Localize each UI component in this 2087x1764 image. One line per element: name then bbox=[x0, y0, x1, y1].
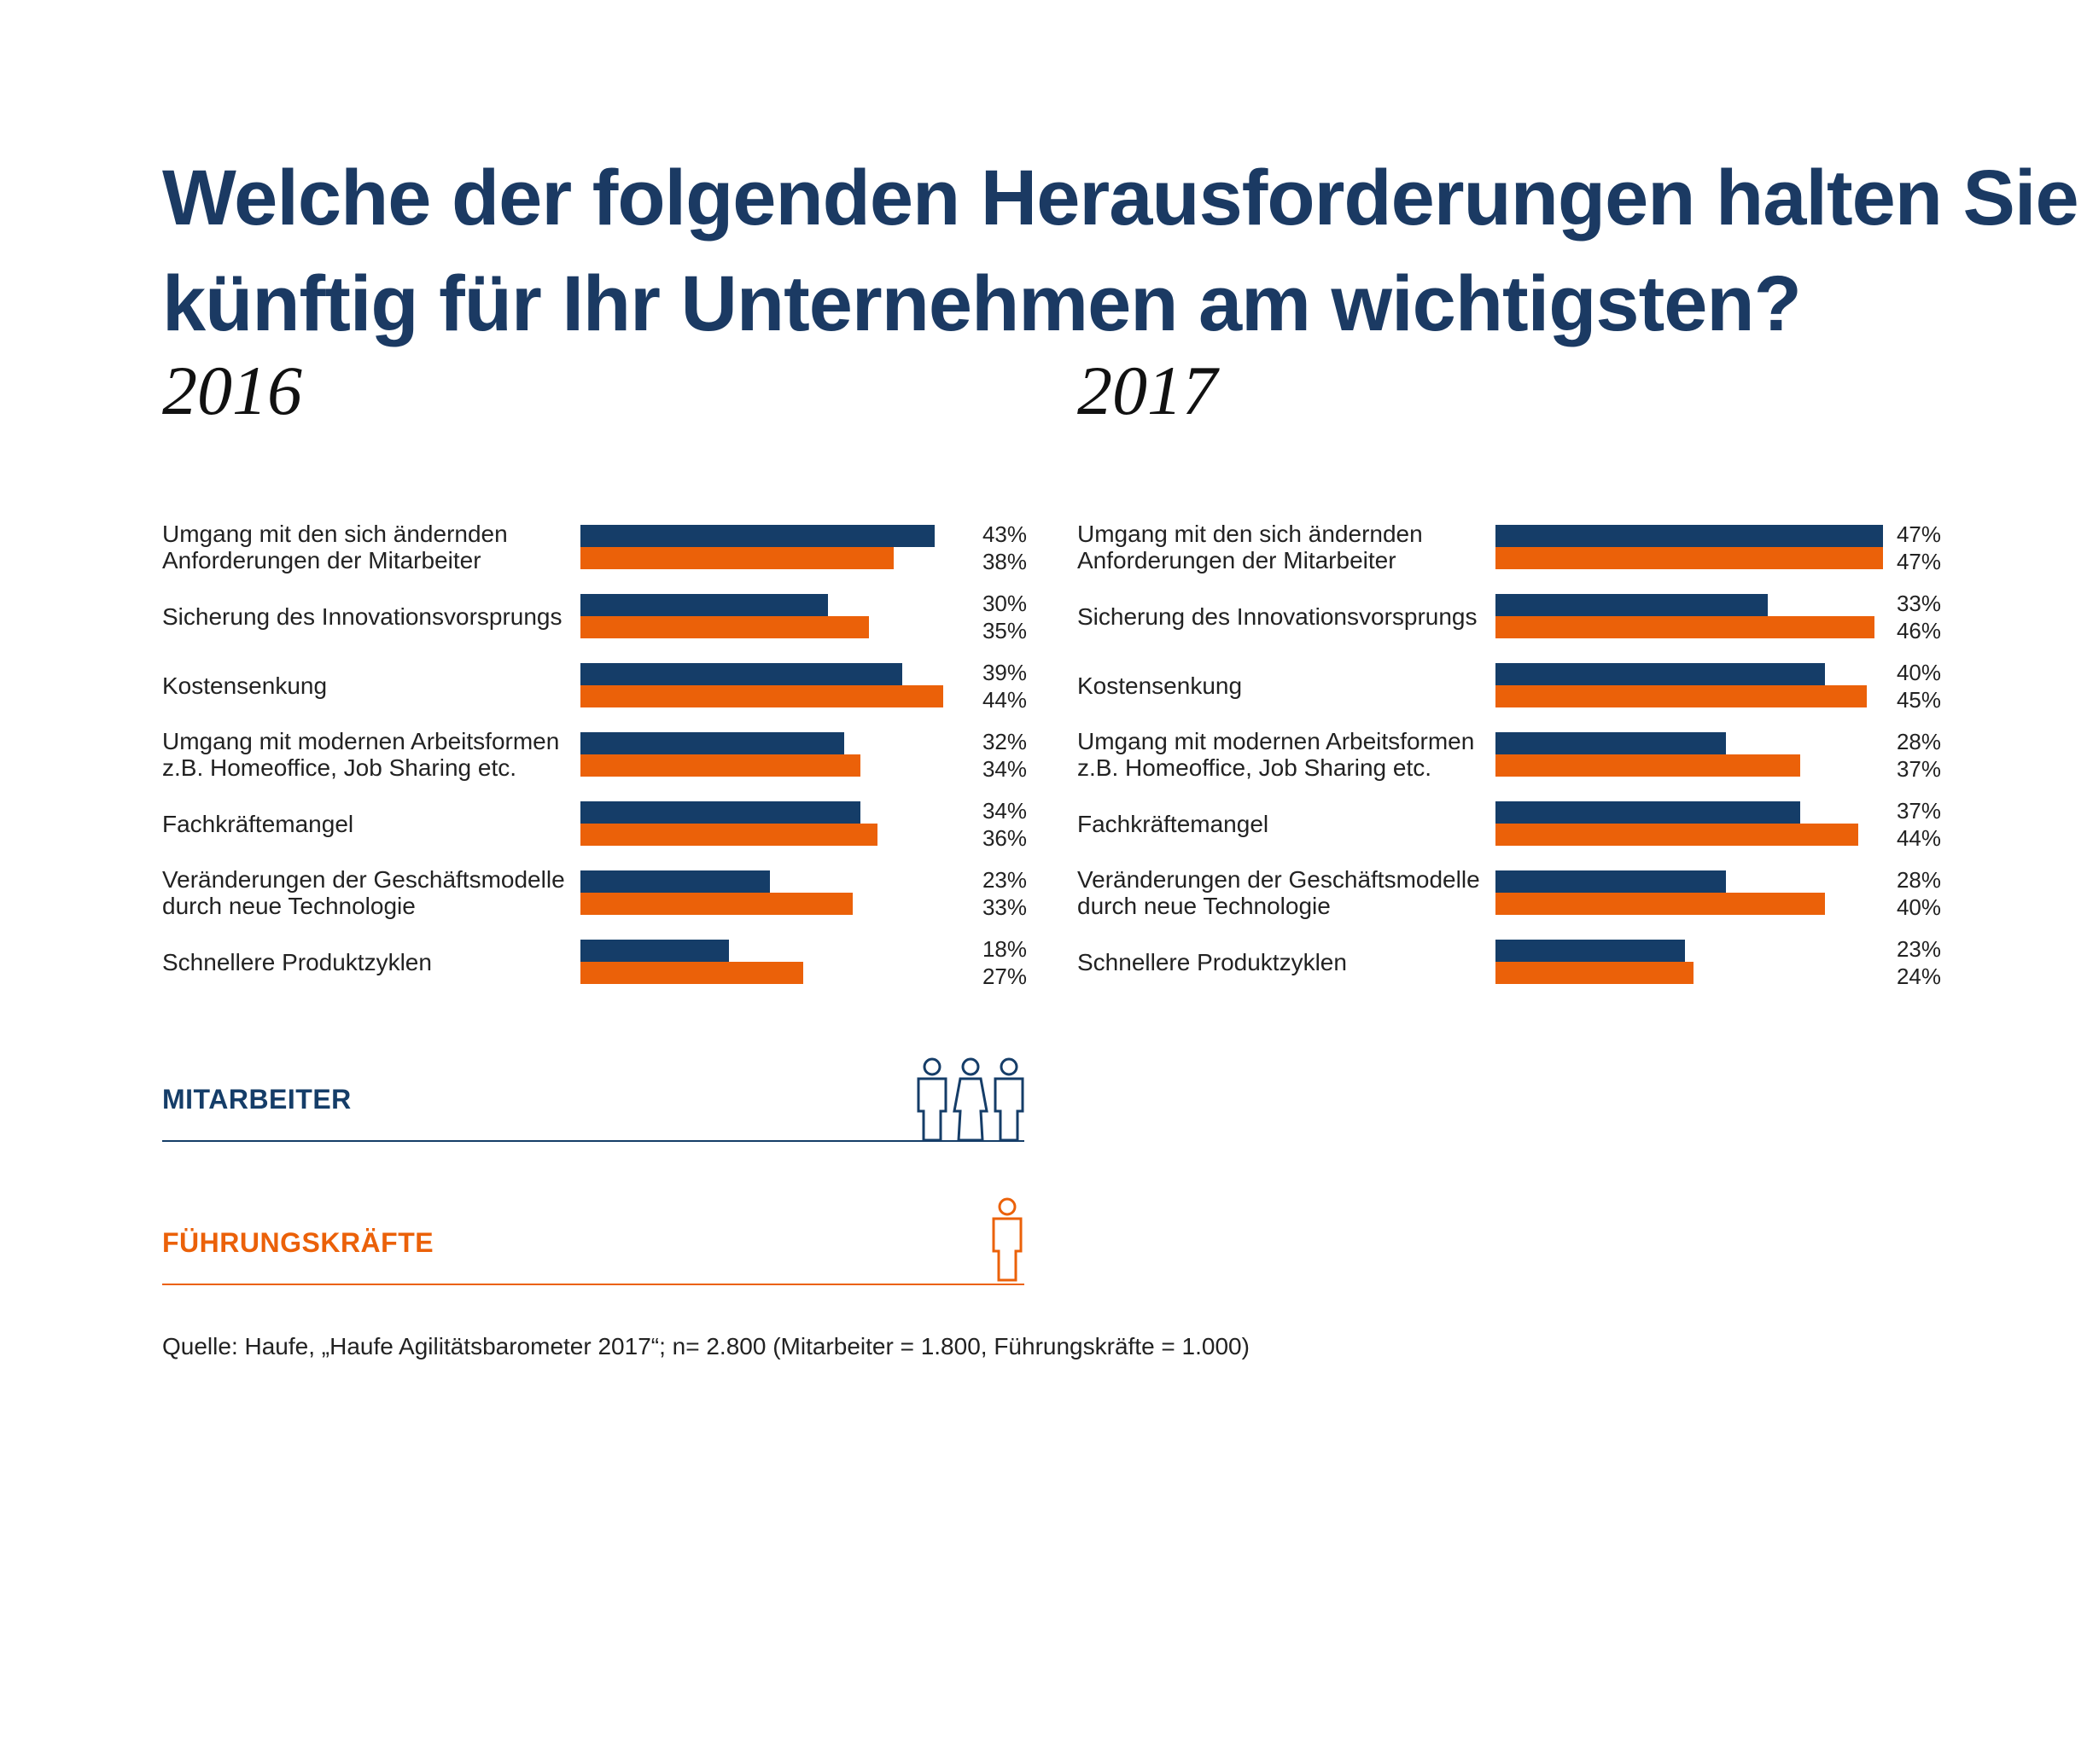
bar-2016-fuehrungskraefte-4 bbox=[580, 754, 860, 777]
three-people-icon bbox=[917, 1057, 1024, 1142]
value-label-2017-mitarbeiter-5: 37% bbox=[1896, 798, 1941, 824]
bar-2016-fuehrungskraefte-5 bbox=[580, 824, 877, 846]
value-label-2017-fuehrungskraefte-4: 37% bbox=[1896, 756, 1941, 782]
bar-2017-fuehrungskraefte-3 bbox=[1495, 685, 1867, 707]
value-label-2016-fuehrungskraefte-6: 33% bbox=[982, 894, 1027, 920]
bar-2016-fuehrungskraefte-1 bbox=[580, 547, 894, 569]
category-label-2017-5: Fachkräftemangel bbox=[1077, 810, 1269, 837]
category-label-2016-1: Umgang mit den sich ändernden Anforderung… bbox=[162, 521, 508, 573]
bar-2016-fuehrungskraefte-2 bbox=[580, 616, 869, 638]
bar-2016-mitarbeiter-1 bbox=[580, 525, 935, 547]
legend-mitarbeiter-label: MITARBEITER bbox=[162, 1084, 352, 1115]
value-label-2017-mitarbeiter-2: 33% bbox=[1896, 591, 1941, 616]
value-label-2017-fuehrungskraefte-2: 46% bbox=[1896, 618, 1941, 643]
value-label-2016-mitarbeiter-4: 32% bbox=[982, 729, 1027, 754]
category-label-2017-3: Kostensenkung bbox=[1077, 672, 1243, 699]
bar-2017-mitarbeiter-6 bbox=[1495, 870, 1726, 893]
value-label-2016-fuehrungskraefte-1: 38% bbox=[982, 549, 1027, 574]
category-label-2017-4: Umgang mit modernen Arbeitsformen z.B. Ho… bbox=[1077, 728, 1475, 781]
value-label-2016-fuehrungskraefte-7: 27% bbox=[982, 964, 1027, 989]
value-label-2016-fuehrungskraefte-4: 34% bbox=[982, 756, 1027, 782]
bar-2017-fuehrungskraefte-5 bbox=[1495, 824, 1858, 846]
value-label-2016-mitarbeiter-1: 43% bbox=[982, 521, 1027, 547]
bar-2016-mitarbeiter-7 bbox=[580, 940, 729, 962]
page-title: Welche der folgenden Herausforderungen h… bbox=[162, 145, 2079, 357]
category-label-2016-6: Veränderungen der Geschäftsmodelle durch … bbox=[162, 866, 565, 919]
bar-2016-mitarbeiter-5 bbox=[580, 801, 860, 824]
category-label-2017-2: Sicherung des Innovationsvorsprungs bbox=[1077, 603, 1478, 630]
bar-2017-fuehrungskraefte-4 bbox=[1495, 754, 1800, 777]
category-label-2017-7: Schnellere Produktzyklen bbox=[1077, 948, 1347, 975]
single-person-icon bbox=[992, 1197, 1023, 1282]
value-label-2017-fuehrungskraefte-7: 24% bbox=[1896, 964, 1941, 989]
category-label-2016-4: Umgang mit modernen Arbeitsformen z.B. Ho… bbox=[162, 728, 560, 781]
bar-2016-mitarbeiter-2 bbox=[580, 594, 828, 616]
legend-fuehrungskraefte-label: FÜHRUNGSKRÄFTE bbox=[162, 1227, 434, 1258]
value-label-2016-fuehrungskraefte-2: 35% bbox=[982, 618, 1027, 643]
category-label-2017-6: Veränderungen der Geschäftsmodelle durch … bbox=[1077, 866, 1480, 919]
value-label-2016-mitarbeiter-2: 30% bbox=[982, 591, 1027, 616]
bar-2017-mitarbeiter-4 bbox=[1495, 732, 1726, 754]
value-label-2017-fuehrungskraefte-5: 44% bbox=[1896, 825, 1941, 851]
value-label-2017-fuehrungskraefte-6: 40% bbox=[1896, 894, 1941, 920]
bar-2016-mitarbeiter-3 bbox=[580, 663, 902, 685]
value-label-2017-fuehrungskraefte-1: 47% bbox=[1896, 549, 1941, 574]
value-label-2016-mitarbeiter-7: 18% bbox=[982, 936, 1027, 962]
category-label-2017-1: Umgang mit den sich ändernden Anforderung… bbox=[1077, 521, 1423, 573]
value-label-2016-fuehrungskraefte-5: 36% bbox=[982, 825, 1027, 851]
bar-2017-mitarbeiter-3 bbox=[1495, 663, 1825, 685]
title-line-2: künftig für Ihr Unternehmen am wichtigst… bbox=[162, 260, 1802, 347]
bar-2016-fuehrungskraefte-6 bbox=[580, 893, 853, 915]
value-label-2016-fuehrungskraefte-3: 44% bbox=[982, 687, 1027, 713]
title-line-1: Welche der folgenden Herausforderungen h… bbox=[162, 154, 2079, 242]
bar-2016-fuehrungskraefte-7 bbox=[580, 962, 803, 984]
bar-2017-mitarbeiter-7 bbox=[1495, 940, 1685, 962]
bar-2017-fuehrungskraefte-7 bbox=[1495, 962, 1694, 984]
category-label-2016-7: Schnellere Produktzyklen bbox=[162, 948, 432, 975]
value-label-2016-mitarbeiter-6: 23% bbox=[982, 867, 1027, 893]
value-label-2017-mitarbeiter-7: 23% bbox=[1896, 936, 1941, 962]
bar-2016-mitarbeiter-4 bbox=[580, 732, 844, 754]
value-label-2017-mitarbeiter-1: 47% bbox=[1896, 521, 1941, 547]
bar-2017-fuehrungskraefte-1 bbox=[1495, 547, 1883, 569]
chart-title-2017: 2017 bbox=[1077, 352, 1217, 429]
bar-2017-fuehrungskraefte-2 bbox=[1495, 616, 1874, 638]
legend-mitarbeiter-line bbox=[162, 1140, 1024, 1142]
bar-2017-mitarbeiter-2 bbox=[1495, 594, 1768, 616]
bar-2017-fuehrungskraefte-6 bbox=[1495, 893, 1825, 915]
category-label-2016-5: Fachkräftemangel bbox=[162, 810, 354, 837]
value-label-2017-mitarbeiter-3: 40% bbox=[1896, 660, 1941, 685]
value-label-2017-mitarbeiter-4: 28% bbox=[1896, 729, 1941, 754]
value-label-2016-mitarbeiter-3: 39% bbox=[982, 660, 1027, 685]
value-label-2017-fuehrungskraefte-3: 45% bbox=[1896, 687, 1941, 713]
category-label-2016-2: Sicherung des Innovationsvorsprungs bbox=[162, 603, 563, 630]
bar-2016-fuehrungskraefte-3 bbox=[580, 685, 943, 707]
value-label-2017-mitarbeiter-6: 28% bbox=[1896, 867, 1941, 893]
bar-2017-mitarbeiter-1 bbox=[1495, 525, 1883, 547]
bar-2016-mitarbeiter-6 bbox=[580, 870, 770, 893]
bar-2017-mitarbeiter-5 bbox=[1495, 801, 1800, 824]
value-label-2016-mitarbeiter-5: 34% bbox=[982, 798, 1027, 824]
category-label-2016-3: Kostensenkung bbox=[162, 672, 328, 699]
chart-title-2016: 2016 bbox=[162, 352, 302, 429]
source-note: Quelle: Haufe, „Haufe Agilitätsbarometer… bbox=[162, 1333, 1250, 1359]
legend-fuehrungskraefte-line bbox=[162, 1284, 1024, 1285]
